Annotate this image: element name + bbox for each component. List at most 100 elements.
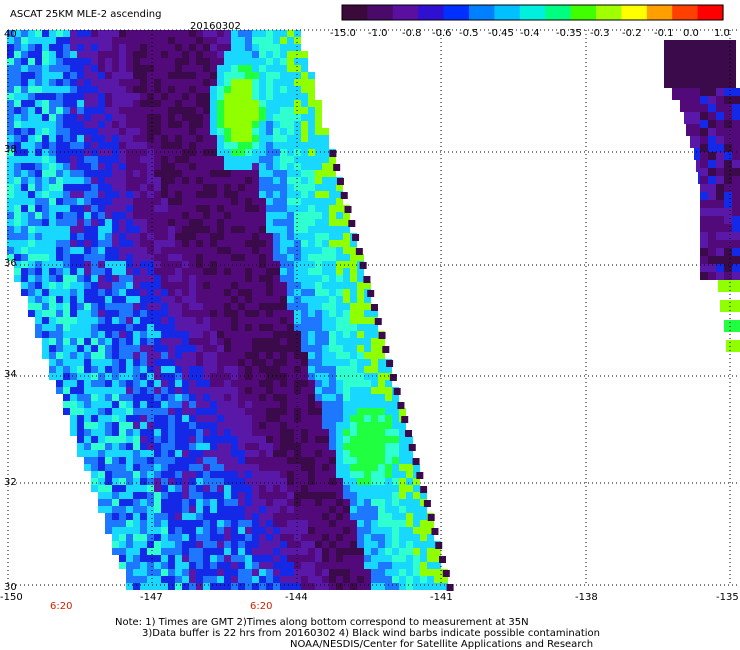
swath-cell	[49, 338, 56, 345]
swath-cell	[28, 142, 35, 149]
swath-edge-cell	[363, 276, 371, 283]
swath-cell	[105, 51, 112, 58]
swath-cell	[280, 177, 287, 184]
swath-cell	[105, 233, 112, 240]
swath-cell	[315, 233, 322, 240]
swath-cell	[322, 310, 329, 317]
swath-cell	[196, 121, 203, 128]
swath-cell	[315, 541, 322, 548]
lon-label-144: -144	[285, 592, 308, 603]
swath-cell	[245, 93, 252, 100]
swath-cell	[231, 352, 238, 359]
swath-cell	[259, 128, 266, 135]
swath-cell	[224, 282, 231, 289]
swath-cell	[70, 128, 77, 135]
swath-cell	[217, 457, 224, 464]
swath-cell	[35, 135, 42, 142]
swath-cell	[434, 583, 441, 590]
swath-cell	[413, 478, 420, 485]
swath-cell	[266, 191, 273, 198]
swath-cell	[182, 576, 189, 583]
swath-cell	[224, 51, 231, 58]
swath-cell	[329, 492, 336, 499]
swath-cell	[175, 436, 182, 443]
swath-cell	[266, 282, 273, 289]
swath-cell	[245, 457, 252, 464]
swath-cell	[105, 205, 112, 212]
swath-cell	[322, 240, 329, 247]
swath-cell	[7, 163, 14, 170]
swath-cell	[77, 338, 84, 345]
time-label-center: 6:20	[250, 601, 272, 612]
swath-cell	[91, 107, 98, 114]
swath-cell	[280, 107, 287, 114]
swath-cell	[112, 163, 119, 170]
swath-cell	[84, 324, 91, 331]
swath-cell	[273, 352, 280, 359]
swath-cell	[315, 422, 322, 429]
swath-edge-cell	[348, 220, 356, 227]
swath-cell	[35, 149, 42, 156]
swath-cell	[329, 422, 336, 429]
swath-cell	[273, 205, 280, 212]
swath-cell	[84, 205, 91, 212]
right-swath-cell	[708, 200, 716, 208]
swath-cell	[280, 212, 287, 219]
swath-cell	[140, 338, 147, 345]
swath-cell	[49, 303, 56, 310]
swath-cell	[203, 58, 210, 65]
swath-cell	[84, 436, 91, 443]
swath-cell	[406, 506, 413, 513]
swath-cell	[287, 478, 294, 485]
swath-cell	[392, 548, 399, 555]
swath-cell	[91, 478, 98, 485]
swath-cell	[301, 471, 308, 478]
swath-cell	[224, 338, 231, 345]
swath-cell	[245, 58, 252, 65]
swath-cell	[301, 135, 308, 142]
swath-cell	[259, 303, 266, 310]
swath-cell	[434, 555, 441, 562]
swath-cell	[147, 282, 154, 289]
swath-cell	[287, 254, 294, 261]
swath-cell	[147, 247, 154, 254]
swath-cell	[98, 254, 105, 261]
swath-cell	[126, 450, 133, 457]
swath-cell	[287, 30, 294, 37]
swath-cell	[28, 72, 35, 79]
swath-cell	[182, 408, 189, 415]
swath-cell	[280, 576, 287, 583]
swath-cell	[21, 65, 28, 72]
swath-cell	[140, 275, 147, 282]
swath-cell	[56, 100, 63, 107]
swath-cell	[280, 296, 287, 303]
swath-cell	[140, 121, 147, 128]
swath-cell	[336, 352, 343, 359]
swath-cell	[294, 345, 301, 352]
swath-cell	[252, 310, 259, 317]
swath-cell	[287, 366, 294, 373]
swath-cell	[189, 331, 196, 338]
swath-cell	[245, 184, 252, 191]
swath-cell	[245, 65, 252, 72]
swath-cell	[343, 275, 350, 282]
swath-cell	[126, 429, 133, 436]
swath-cell	[294, 233, 301, 240]
swath-cell	[245, 359, 252, 366]
swath-cell	[357, 296, 364, 303]
swath-cell	[322, 191, 329, 198]
swath-cell	[196, 555, 203, 562]
swath-cell	[49, 296, 56, 303]
swath-cell	[301, 177, 308, 184]
swath-cell	[14, 205, 21, 212]
swath-cell	[105, 114, 112, 121]
swath-cell	[147, 128, 154, 135]
swath-cell	[126, 471, 133, 478]
swath-cell	[91, 37, 98, 44]
swath-cell	[14, 51, 21, 58]
swath-cell	[210, 478, 217, 485]
swath-cell	[140, 44, 147, 51]
swath-cell	[21, 184, 28, 191]
right-swath-cell	[700, 192, 708, 200]
swath-cell	[140, 527, 147, 534]
